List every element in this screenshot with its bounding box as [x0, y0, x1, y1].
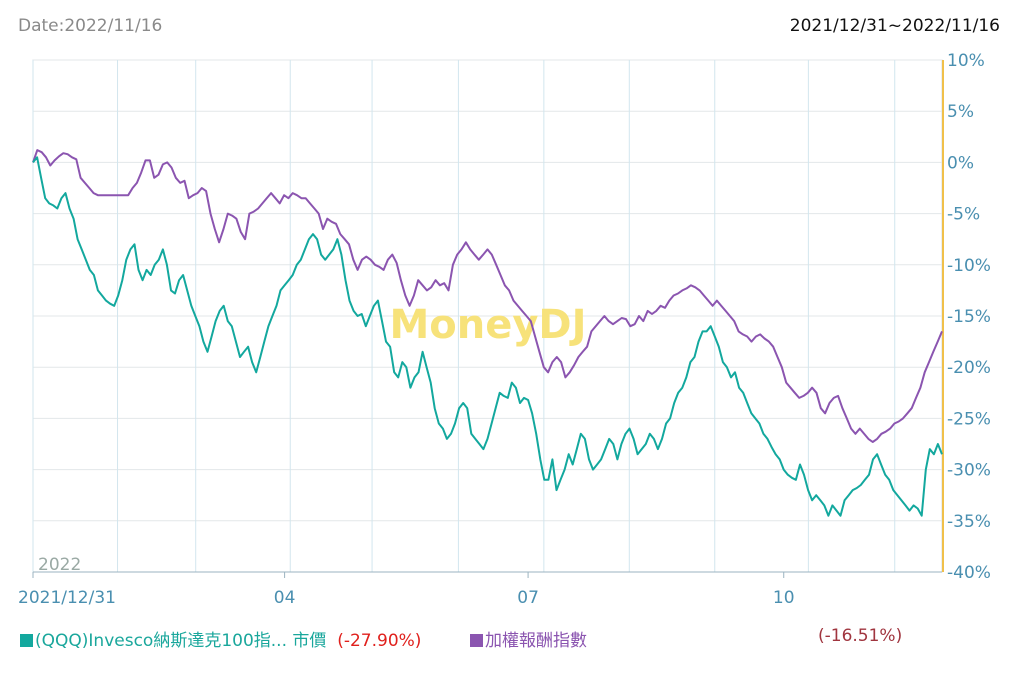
y-axis: 10% 5% 0% -5% -10% -15% -20% -25% -30% -35% -40% [947, 51, 991, 583]
series-group [32, 149, 943, 517]
legend-item-qqq[interactable]: (QQQ)Invesco納斯達克100指... 市價 (-27.90%) [20, 626, 421, 651]
y-tick-label: -25% [947, 409, 991, 429]
y-tick-label: -30% [947, 461, 991, 481]
legend-value-taiex: (-16.51%) [818, 626, 903, 646]
legend-value-qqq: (-27.90%) [337, 631, 422, 651]
series-line-taiex [32, 149, 943, 443]
x-tick-label: 2021/12/31 [18, 588, 116, 608]
date-range: 2021/12/31~2022/11/16 [789, 16, 1000, 36]
y-tick-label: -20% [947, 358, 991, 378]
watermark: MoneyDJ [389, 302, 586, 348]
series-line-qqq [32, 156, 943, 517]
year-label: 2022 [38, 555, 81, 575]
legend-label-qqq: (QQQ)Invesco納斯達克100指... 市價 [35, 631, 327, 651]
y-tick-label: -15% [947, 307, 991, 327]
legend-item-taiex[interactable]: 加權報酬指數 [470, 626, 587, 651]
legend-swatch-qqq [20, 634, 33, 647]
legend-swatch-taiex [470, 634, 483, 647]
y-tick-label: -35% [947, 512, 991, 532]
x-tick-label: 10 [773, 588, 795, 608]
legend-label-taiex: 加權報酬指數 [485, 631, 587, 651]
y-tick-label: -5% [947, 205, 980, 225]
y-tick-label: 10% [947, 51, 985, 71]
y-tick-label: 5% [947, 102, 974, 122]
y-tick-label: -10% [947, 256, 991, 276]
y-tick-label: -40% [947, 563, 991, 583]
x-tick-label: 07 [517, 588, 539, 608]
y-tick-label: 0% [947, 153, 974, 173]
grid [32, 59, 944, 573]
x-tick-label: 04 [274, 588, 296, 608]
x-axis: 2021/12/31 04 07 10 [18, 572, 795, 608]
date-label: Date:2022/11/16 [18, 16, 163, 36]
